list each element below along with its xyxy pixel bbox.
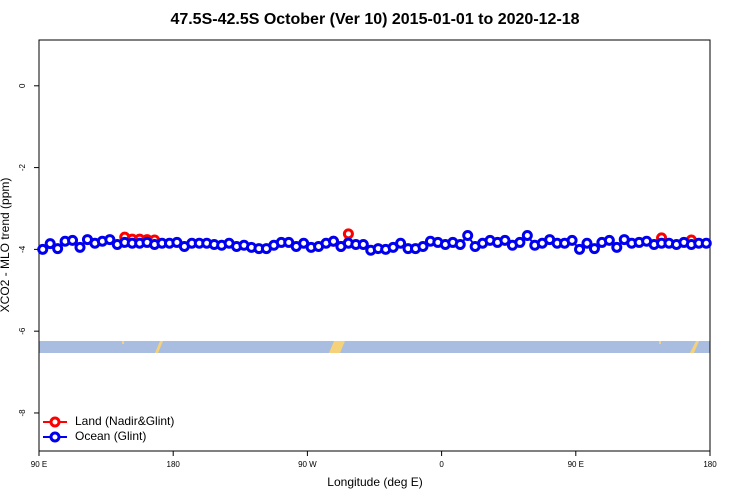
point (104, 234, 116, 246)
legend-label: Land (Nadir&Glint) (75, 414, 174, 428)
chart-title: 47.5S-42.5S October (Ver 10) 2015-01-01 … (170, 11, 579, 28)
point (521, 229, 533, 241)
point (74, 241, 86, 253)
y-axis-label: XCO2 - MLO trend (ppm) (0, 178, 12, 313)
ocean-strip (39, 341, 710, 353)
y-tick-label: -2 (18, 163, 27, 171)
land-patch (329, 341, 345, 353)
point (342, 228, 354, 240)
point (52, 243, 64, 255)
point (37, 243, 49, 255)
legend-marker (49, 416, 61, 428)
point (454, 238, 466, 250)
point (67, 234, 79, 246)
point (611, 241, 623, 253)
x-tick-label: 0 (439, 460, 444, 469)
x-tick-label: 90 E (31, 460, 47, 469)
point (462, 229, 474, 241)
point (514, 236, 526, 248)
x-tick-label: 90 W (298, 460, 317, 469)
y-tick-label: 0 (18, 83, 27, 88)
y-tick-label: -4 (18, 245, 27, 253)
point (603, 234, 615, 246)
point (357, 238, 369, 250)
legend-label: Ocean (Glint) (75, 429, 146, 443)
x-tick-label: 180 (167, 460, 181, 469)
x-axis-label: Longitude (deg E) (327, 475, 422, 489)
x-tick-label: 90 E (568, 460, 584, 469)
legend-marker (49, 431, 61, 443)
y-tick-label: -8 (18, 409, 27, 417)
land-patch (659, 341, 661, 344)
point (417, 241, 429, 253)
map-strip (39, 341, 710, 353)
point (574, 243, 586, 255)
land-patch (155, 341, 163, 353)
point (581, 237, 593, 249)
point (44, 238, 56, 250)
point (327, 235, 339, 247)
x-tick-label: 180 (703, 460, 717, 469)
land-patch (690, 341, 699, 353)
point (700, 237, 712, 249)
land-patch (122, 341, 124, 344)
point (499, 234, 511, 246)
point (588, 243, 600, 255)
point (566, 234, 578, 246)
point (395, 237, 407, 249)
y-tick-label: -6 (18, 327, 27, 335)
